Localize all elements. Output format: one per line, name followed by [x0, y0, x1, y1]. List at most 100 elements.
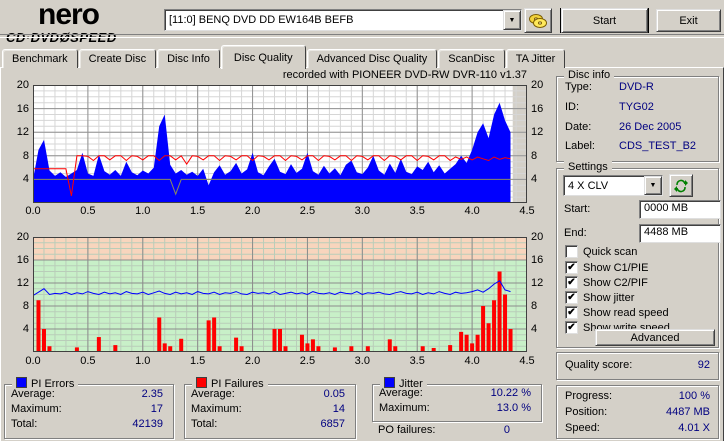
- disc-date-label: Date:: [565, 121, 592, 133]
- start-button-face: Start: [561, 8, 648, 33]
- y-axis-tick: 12: [531, 277, 544, 289]
- x-axis-tick: 2.0: [244, 355, 261, 367]
- y-axis-tick: 8: [22, 300, 29, 312]
- checkbox-icon[interactable]: ✔: [565, 321, 578, 334]
- speed-value: 4.01 X: [678, 422, 710, 434]
- pi-failures-maximum-value: 14: [332, 403, 345, 415]
- drive-selector-value: [11:0] BENQ DVD DD EW164B BEFB: [169, 14, 354, 26]
- pi-failures-total-label: Total:: [191, 418, 218, 430]
- tab-scandisc[interactable]: ScanDisc: [438, 49, 505, 68]
- x-axis-tick: 3.0: [354, 205, 370, 217]
- quality-score-box: Quality score: 92: [556, 352, 719, 380]
- progress-label: Progress:: [565, 390, 613, 402]
- pi-failures-legend-icon: [196, 377, 207, 388]
- end-position-label: End:: [564, 227, 587, 239]
- progress-value: 100 %: [678, 390, 710, 402]
- x-axis-tick: 0.5: [80, 205, 96, 217]
- pi-errors-total-value: 42139: [132, 418, 163, 430]
- tab-benchmark[interactable]: Benchmark: [2, 49, 78, 68]
- y-axis-tick: 4: [22, 173, 29, 186]
- disc-info-group: Disc info Type: DVD-R ID: TYG02 Date: 26…: [556, 69, 719, 162]
- quick-scan-checkbox[interactable]: Quick scan: [565, 245, 637, 258]
- po-failures-label: PO failures:: [378, 424, 436, 436]
- refresh-button[interactable]: [669, 174, 693, 197]
- y-axis-tick: 8: [22, 149, 29, 162]
- y-axis-tick: 20: [531, 79, 544, 91]
- end-position-field[interactable]: 4488 MB: [639, 224, 721, 243]
- x-axis-tick: 0.0: [25, 205, 41, 217]
- tab-disc-info[interactable]: Disc Info: [157, 49, 220, 68]
- tab-advanced-disc-quality[interactable]: Advanced Disc Quality: [306, 49, 438, 68]
- pi-errors-chart: [33, 85, 527, 203]
- y-axis-tick: 16: [16, 102, 29, 115]
- position-value: 4487 MB: [665, 406, 710, 418]
- y-axis-tick: 20: [531, 231, 544, 243]
- start-position-field[interactable]: 0000 MB: [639, 200, 721, 219]
- x-axis-tick: 0.5: [80, 355, 96, 367]
- checkbox-icon[interactable]: ✔: [565, 291, 578, 304]
- y-axis-tick: 16: [531, 254, 544, 266]
- checkbox-icon[interactable]: ✔: [565, 276, 578, 289]
- x-axis-tick: 3.5: [409, 355, 425, 367]
- disc-date-value: 26 Dec 2005: [619, 121, 682, 133]
- chevron-down-icon[interactable]: ▼: [503, 10, 521, 30]
- drive-selector[interactable]: [11:0] BENQ DVD DD EW164B BEFB ▼: [164, 9, 522, 31]
- show-c2-pif-checkbox[interactable]: ✔ Show C2/PIF: [565, 276, 648, 289]
- x-axis-tick: 4.5: [519, 355, 535, 367]
- pi-errors-box-title: PI Errors: [12, 377, 79, 390]
- x-axis-tick: 2.5: [299, 355, 316, 367]
- jitter-box: Jitter Average: 10.22 % Maximum: 13.0 %: [372, 377, 542, 422]
- tab-ta-jitter[interactable]: TA Jitter: [505, 49, 566, 68]
- x-axis-tick: 4.0: [464, 355, 480, 367]
- settings-group: Settings 4 X CLV ▼ Start: 0000 MB End: 4…: [556, 161, 721, 348]
- pi-failures-jitter-chart: [33, 237, 527, 352]
- checkbox-icon[interactable]: ✔: [565, 261, 578, 274]
- x-axis-tick: 1.5: [190, 205, 206, 217]
- x-axis-tick: 1.0: [135, 205, 151, 217]
- tab-create-disc[interactable]: Create Disc: [78, 49, 157, 68]
- pi-errors-average-value: 2.35: [141, 388, 163, 400]
- pi-errors-maximum-label: Maximum:: [11, 403, 62, 415]
- scan-speed-select[interactable]: 4 X CLV ▼: [563, 175, 663, 196]
- show-c1-pie-checkbox[interactable]: ✔ Show C1/PIE: [565, 261, 648, 274]
- scan-speed-value: 4 X CLV: [568, 179, 609, 192]
- pi-errors-box: PI Errors Average: 2.35 Maximum: 17 Tota…: [4, 377, 174, 439]
- disc-info-title: Disc info: [564, 69, 615, 81]
- jitter-maximum-value: 13.0 %: [496, 402, 531, 414]
- pi-errors-maximum-value: 17: [150, 403, 163, 415]
- disc-id-label: ID:: [565, 101, 580, 113]
- chevron-down-icon[interactable]: ▼: [644, 176, 662, 195]
- x-axis-tick: 1.5: [190, 355, 206, 367]
- y-axis-tick: 20: [16, 79, 29, 91]
- start-button[interactable]: Start: [560, 8, 649, 33]
- pi-failures-average-label: Average:: [191, 388, 235, 400]
- y-axis-tick: 4: [531, 173, 538, 186]
- pi-failures-average-value: 0.05: [323, 388, 345, 400]
- pi-failures-maximum-label: Maximum:: [191, 403, 242, 415]
- advanced-button[interactable]: Advanced: [595, 329, 715, 346]
- disc-type-label: Type:: [565, 81, 592, 93]
- show-jitter-checkbox[interactable]: ✔ Show jitter: [565, 291, 634, 304]
- recorded-with-title: recorded with PIONEER DVD-RW DVR-110 v1.…: [282, 69, 527, 81]
- jitter-legend-icon: [384, 377, 395, 388]
- checkbox-icon[interactable]: [565, 245, 578, 258]
- pi-failures-box: PI Failures Average: 0.05 Maximum: 14 To…: [184, 377, 356, 439]
- nero-logo-text: nero: [38, 0, 100, 31]
- jitter-maximum-label: Maximum:: [379, 402, 430, 414]
- y-axis-tick: 4: [22, 323, 29, 335]
- tab-disc-quality[interactable]: Disc Quality: [220, 45, 306, 69]
- disc-id-value: TYG02: [619, 101, 654, 113]
- pi-errors-average-label: Average:: [11, 388, 55, 400]
- y-axis-tick: 12: [16, 277, 29, 289]
- disc-label-label: Label:: [565, 140, 595, 152]
- exit-button[interactable]: Exit: [656, 9, 721, 32]
- x-axis-tick: 4.5: [519, 205, 535, 217]
- pi-errors-legend-icon: [16, 377, 27, 388]
- checkbox-icon[interactable]: ✔: [565, 306, 578, 319]
- toolbar-divider: [0, 34, 724, 38]
- eject-disc-button[interactable]: [524, 8, 552, 33]
- disc-label-value: CDS_TEST_B2: [619, 140, 697, 152]
- x-axis-tick: 2.5: [299, 205, 316, 217]
- y-axis-tick: 12: [16, 126, 29, 139]
- show-read-speed-checkbox[interactable]: ✔ Show read speed: [565, 306, 669, 319]
